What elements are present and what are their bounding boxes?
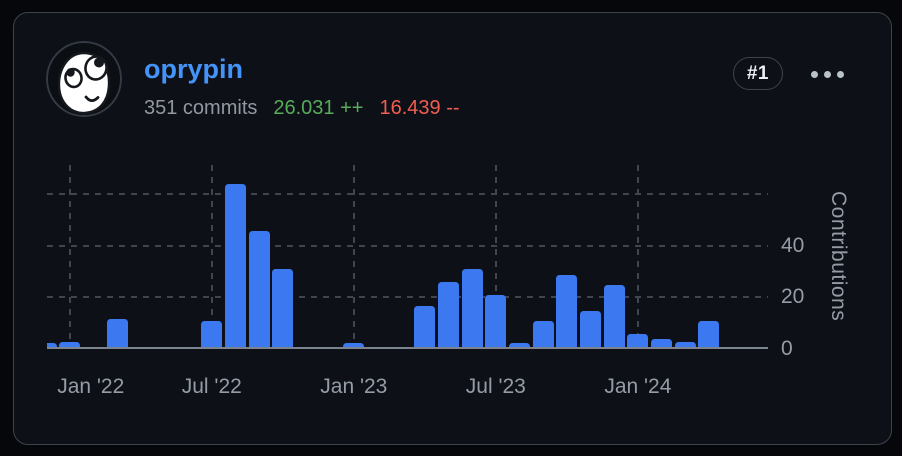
bar-Oct-2023[interactable]	[556, 274, 578, 347]
kebab-dot-icon	[824, 70, 831, 78]
additions-count: 26.031 ++	[273, 97, 364, 119]
x-tick-label: Jan '22	[57, 375, 125, 398]
bar-Aug-2023[interactable]	[509, 343, 530, 347]
y-tick-label: 20	[781, 285, 805, 309]
bar-Sep-2022[interactable]	[248, 230, 270, 347]
x-tick-label: Jul '23	[465, 375, 526, 398]
deletions-count: 16.439 --	[379, 97, 460, 119]
bar-Sep-2023[interactable]	[532, 321, 554, 347]
bar-Jul-2022[interactable]	[201, 321, 223, 347]
meme-face-avatar-image	[46, 41, 122, 117]
v-gridline-Jul22	[210, 165, 213, 347]
bar-May-2023[interactable]	[437, 282, 459, 347]
y-axis-title: Contributions	[827, 190, 850, 322]
bar-Jan-2022[interactable]	[59, 341, 81, 347]
bar-Dec-2021[interactable]	[47, 343, 57, 347]
bar-Mar-2024[interactable]	[674, 341, 696, 347]
h-gridline-20	[47, 296, 768, 299]
commits-count: 351 commits	[144, 97, 258, 119]
x-tick-label: Jan '23	[320, 375, 388, 398]
bar-Apr-2023[interactable]	[414, 305, 436, 347]
y-tick-label: 0	[781, 337, 793, 360]
bar-Oct-2022[interactable]	[272, 269, 294, 347]
x-tick-label: Jan '24	[604, 375, 672, 398]
bar-Jul-2023[interactable]	[485, 295, 507, 347]
bar-Nov-2023[interactable]	[580, 310, 601, 347]
bar-Jun-2023[interactable]	[461, 269, 483, 347]
v-gridline-Jan22	[68, 165, 71, 347]
kebab-menu-button[interactable]	[808, 65, 847, 83]
kebab-dot-icon	[811, 70, 818, 78]
x-axis-baseline	[47, 347, 768, 349]
avatar[interactable]	[46, 41, 122, 117]
rank-badge: #1	[732, 57, 783, 90]
h-gridline-40	[47, 244, 768, 247]
bar-Dec-2023[interactable]	[603, 284, 625, 347]
v-gridline-Jan24	[636, 165, 639, 347]
bar-Jan-2023[interactable]	[343, 343, 365, 347]
contributions-chart-plot	[47, 163, 768, 349]
x-axis-labels: Jan '22 Jul '22 Jan '23 Jul '23 Jan '24	[47, 375, 768, 405]
y-tick-label: 40	[781, 233, 805, 257]
bar-Feb-2024[interactable]	[651, 339, 673, 347]
kebab-dot-icon	[837, 70, 844, 78]
stats-row: 351 commits 26.031 ++ 16.439 --	[144, 96, 460, 120]
v-gridline-Jul23	[494, 165, 497, 347]
x-tick-label: Jul '22	[181, 375, 242, 398]
bar-Mar-2022[interactable]	[106, 318, 128, 347]
username-link[interactable]: oprypin	[144, 54, 243, 84]
bar-Apr-2024[interactable]	[698, 321, 720, 347]
h-gridline-60	[47, 192, 768, 195]
bar-Aug-2022[interactable]	[224, 184, 246, 347]
v-gridline-Jan23	[352, 165, 355, 347]
y-axis-labels: 0 20 40	[781, 163, 821, 360]
bar-Jan-2024[interactable]	[627, 334, 649, 347]
contributor-card: oprypin 351 commits 26.031 ++ 16.439 -- …	[13, 12, 892, 445]
